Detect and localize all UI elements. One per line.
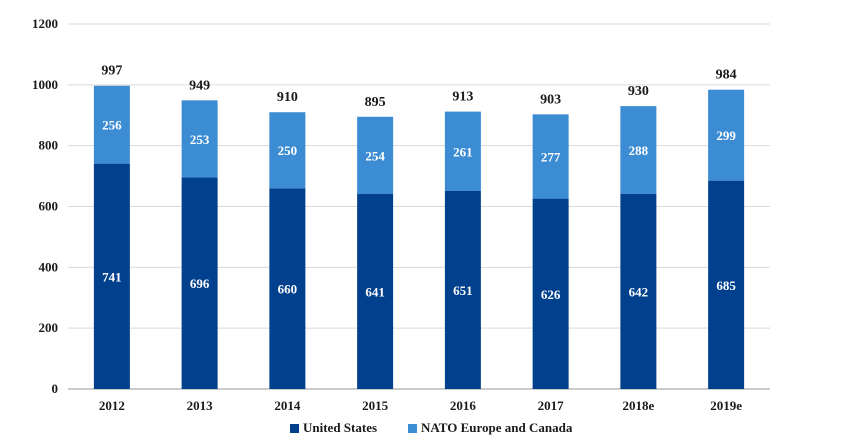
- y-tick-label: 200: [39, 320, 59, 335]
- x-tick-label: 2019e: [710, 398, 742, 413]
- bar-total-label: 930: [628, 84, 649, 99]
- y-tick-label: 400: [39, 259, 59, 274]
- bar-segment-nato-europe-canada: [269, 112, 306, 189]
- y-tick-label: 1200: [32, 16, 58, 31]
- bar-segment-nato-europe-canada: [708, 89, 745, 181]
- segment-data-label: 626: [541, 287, 561, 302]
- x-tick-label: 2015: [362, 398, 389, 413]
- y-tick-label: 800: [39, 138, 59, 153]
- bar-total-label: 913: [452, 89, 473, 104]
- segment-data-label: 696: [190, 276, 210, 291]
- bar-segment-nato-europe-canada: [444, 111, 481, 191]
- legend-swatch-nato-europe-canada: [408, 424, 417, 433]
- bar-total-label: 984: [716, 68, 737, 83]
- bar-segment-united-states: [620, 193, 657, 389]
- bar-total-label: 949: [189, 78, 210, 93]
- legend-label-nato-europe-canada: NATO Europe and Canada: [421, 420, 573, 435]
- segment-data-label: 250: [278, 143, 298, 158]
- segment-data-label: 641: [365, 285, 385, 300]
- segment-data-label: 261: [453, 144, 473, 159]
- segment-data-label: 642: [629, 284, 649, 299]
- bar-segment-nato-europe-canada: [532, 114, 569, 199]
- bar-segment-nato-europe-canada: [181, 100, 218, 178]
- y-tick-label: 0: [52, 381, 59, 396]
- bar-segment-united-states: [357, 194, 394, 389]
- bar-total-label: 903: [540, 92, 561, 107]
- bar-segment-united-states: [93, 163, 130, 389]
- bar-segment-united-states: [269, 188, 306, 389]
- segment-data-label: 685: [716, 278, 736, 293]
- x-tick-label: 2018e: [622, 398, 654, 413]
- y-tick-label: 600: [39, 199, 59, 214]
- segment-data-label: 253: [190, 132, 210, 147]
- bar-segment-nato-europe-canada: [357, 116, 394, 195]
- segment-data-label: 741: [102, 269, 122, 284]
- bar-segment-united-states: [444, 190, 481, 389]
- x-tick-label: 2013: [187, 398, 214, 413]
- segment-data-label: 299: [716, 128, 736, 143]
- bar-segment-nato-europe-canada: [93, 85, 130, 164]
- bar-segment-united-states: [181, 177, 218, 389]
- segment-data-label: 254: [365, 148, 385, 163]
- bar-segment-united-states: [532, 198, 569, 389]
- y-tick-label: 1000: [32, 77, 58, 92]
- x-tick-label: 2014: [274, 398, 301, 413]
- segment-data-label: 288: [629, 143, 649, 158]
- x-tick-label: 2017: [538, 398, 565, 413]
- x-tick-label: 2016: [450, 398, 477, 413]
- segment-data-label: 277: [541, 149, 561, 164]
- bar-segment-nato-europe-canada: [620, 106, 657, 194]
- segment-data-label: 660: [278, 282, 298, 297]
- segment-data-label: 256: [102, 118, 122, 133]
- bar-total-label: 910: [277, 90, 298, 105]
- legend-swatch-united-states: [290, 424, 299, 433]
- x-tick-label: 2012: [99, 398, 125, 413]
- bar-total-label: 895: [365, 95, 386, 110]
- legend-label-united-states: United States: [303, 420, 377, 435]
- bar-total-label: 997: [101, 64, 122, 79]
- segment-data-label: 651: [453, 283, 473, 298]
- bar-segment-united-states: [708, 180, 745, 389]
